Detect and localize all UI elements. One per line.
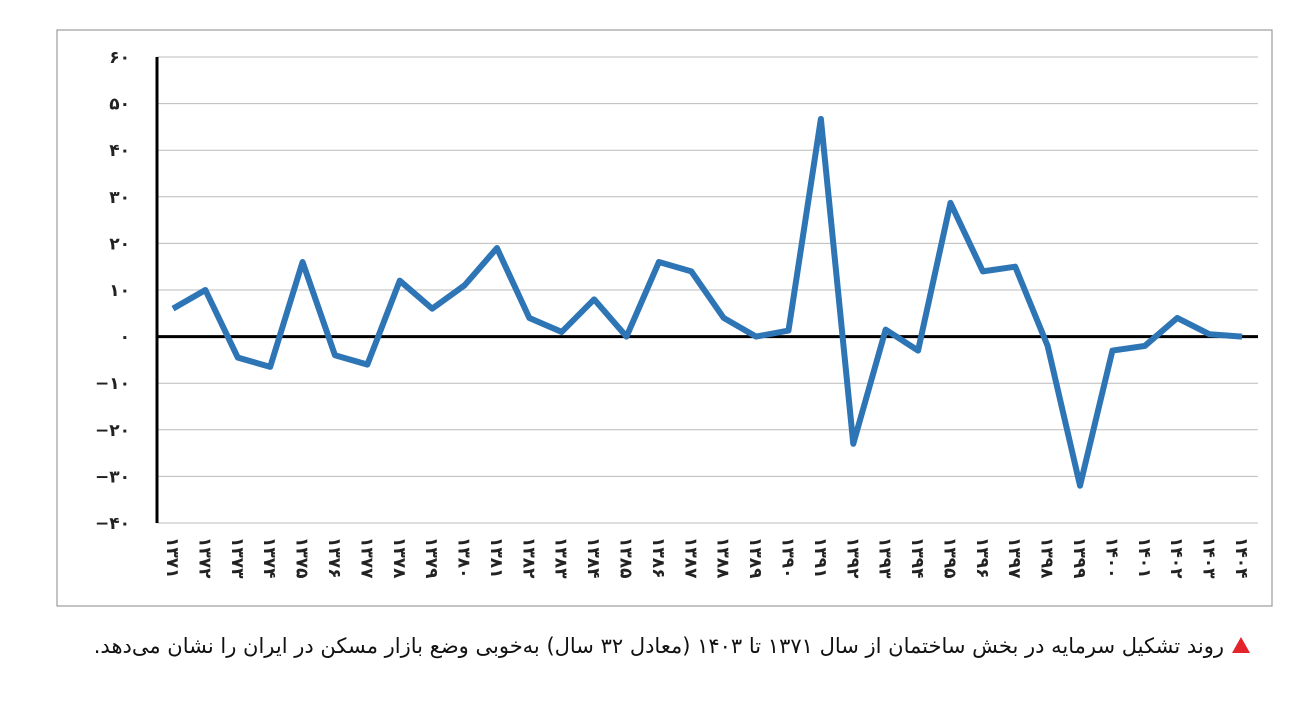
x-tick-label: ۱۳۹۵: [939, 537, 959, 579]
x-tick-label: ۱۳۹۳: [875, 537, 895, 579]
y-tick-label: ۰: [120, 328, 130, 348]
x-tick-label: ۱۳۹۹: [1069, 537, 1089, 579]
x-tick-label: ۱۳۹۴: [907, 537, 927, 579]
x-tick-label: ۱۳۸۷: [680, 537, 700, 579]
x-tick-label: ۱۳۸۸: [713, 537, 733, 579]
caption-box: روند تشکیل سرمایه در بخش ساختمان از سال …: [60, 628, 1250, 664]
y-tick-label: ۴۰: [109, 141, 130, 161]
x-tick-label: ۱۴۰۱: [1134, 537, 1154, 579]
x-tick-label: ۱۳۸۱: [486, 537, 506, 579]
x-tick-label: ۱۳۸۲: [518, 537, 538, 579]
x-tick-label: ۱۳۸۳: [551, 537, 571, 579]
x-tick-label: ۱۳۷۵: [292, 537, 312, 579]
x-tick-label: ۱۳۷۶: [324, 537, 344, 579]
x-tick-label: ۱۳۸۴: [583, 537, 603, 579]
x-tick-label: ۱۳۹۰: [777, 537, 797, 579]
x-tick-label: ۱۳۷۳: [227, 537, 247, 579]
caption: روند تشکیل سرمایه در بخش ساختمان از سال …: [93, 634, 1224, 658]
x-tick-label: ۱۳۷۴: [259, 537, 279, 579]
y-tick-label: ۵۰: [109, 95, 130, 115]
x-tick-label: ۱۳۷۹: [421, 537, 441, 579]
y-tick-label: −۲۰: [95, 421, 130, 441]
x-tick-label: ۱۳۹۲: [842, 537, 862, 579]
x-tick-label: ۱۳۸۹: [745, 537, 765, 579]
x-tick-label: ۱۳۷۷: [356, 537, 376, 579]
y-tick-label: ۶۰: [109, 48, 130, 68]
y-tick-label: ۲۰: [109, 234, 130, 254]
x-tick-label: ۱۳۷۱: [162, 537, 182, 579]
x-tick-label: ۱۳۹۶: [972, 537, 992, 579]
x-tick-label: ۱۳۸۶: [648, 537, 668, 579]
x-tick-label: ۱۳۷۸: [389, 537, 409, 579]
x-tick-label: ۱۳۹۷: [1004, 537, 1024, 579]
x-tick-label: ۱۴۰۰: [1101, 537, 1121, 579]
chart-frame: [56, 29, 1273, 607]
x-tick-label: ۱۴۰۳: [1199, 537, 1219, 579]
x-tick-label: ۱۳۹۱: [810, 537, 830, 579]
y-tick-label: ۳۰: [109, 188, 130, 208]
x-tick-label: ۱۳۹۸: [1037, 537, 1057, 579]
caption-marker: [1232, 637, 1250, 653]
x-tick-label: ۱۴۰۴: [1231, 537, 1251, 579]
y-tick-label: ۱۰: [109, 281, 130, 301]
x-tick-label: ۱۳۸۵: [616, 537, 636, 579]
y-tick-label: −۳۰: [95, 467, 130, 487]
x-tick-label: ۱۳۸۰: [454, 537, 474, 579]
y-tick-label: −۱۰: [95, 374, 130, 394]
x-tick-label: ۱۴۰۲: [1166, 537, 1186, 579]
x-tick-label: ۱۳۷۲: [194, 537, 214, 579]
y-tick-label: −۴۰: [95, 514, 130, 534]
data-line: [171, 115, 1243, 489]
chart: −۴۰ −۳۰ −۲۰ −۱۰ ۰ ۱۰ ۲۰ ۳۰ ۴۰ ۵۰ ۶۰ ۱۳۷۱ ۱۳۷۲ ۱۳۷۳ ۱۳۷…: [56, 29, 1273, 607]
